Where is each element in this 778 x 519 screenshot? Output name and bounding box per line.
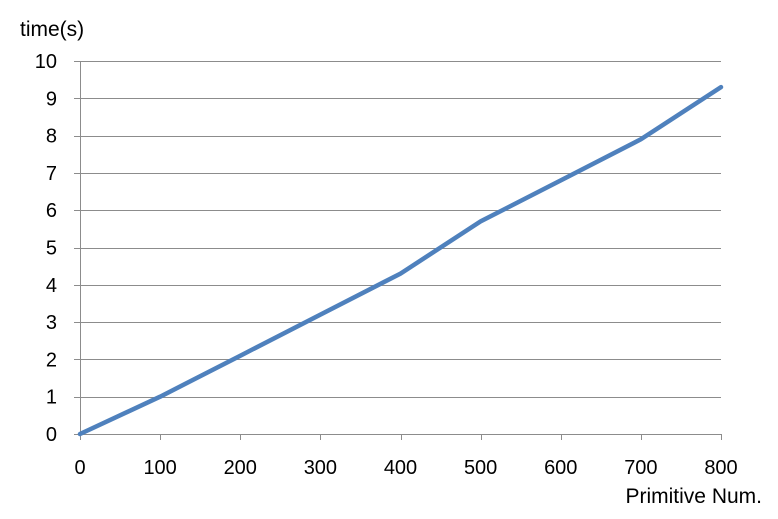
y-tick-label: 9 xyxy=(46,88,57,110)
axes xyxy=(74,61,722,440)
series-group xyxy=(77,84,724,437)
gridlines xyxy=(80,61,721,398)
x-tick-label: 500 xyxy=(464,457,497,479)
y-tick-label: 8 xyxy=(46,126,57,148)
x-tick-label: 0 xyxy=(74,457,85,479)
y-tick-label: 4 xyxy=(46,275,57,297)
y-tick-label: 6 xyxy=(46,200,57,222)
y-tick-label: 3 xyxy=(46,312,57,334)
y-tick-label: 0 xyxy=(46,424,57,446)
x-tick-label: 400 xyxy=(384,457,417,479)
y-axis-title: time(s) xyxy=(20,18,84,41)
x-tick-label: 600 xyxy=(544,457,577,479)
x-tick-label: 200 xyxy=(224,457,257,479)
y-tick-label: 7 xyxy=(46,163,57,185)
x-tick-label: 100 xyxy=(143,457,176,479)
x-tick-label: 800 xyxy=(704,457,737,479)
x-tick-labels: 0 100 200 300 400 500 600 700 800 xyxy=(74,457,737,479)
x-axis-title: Primitive Num. xyxy=(625,485,762,508)
x-tick-label: 700 xyxy=(624,457,657,479)
series-line-0 xyxy=(77,84,724,437)
y-tick-label: 2 xyxy=(46,349,57,371)
y-tick-label: 1 xyxy=(46,387,57,409)
y-tick-labels: 0 1 2 3 4 5 6 7 8 9 10 xyxy=(35,51,57,446)
y-tick-label: 10 xyxy=(35,51,57,73)
y-tick-label: 5 xyxy=(46,238,57,260)
x-tick-label: 300 xyxy=(304,457,337,479)
